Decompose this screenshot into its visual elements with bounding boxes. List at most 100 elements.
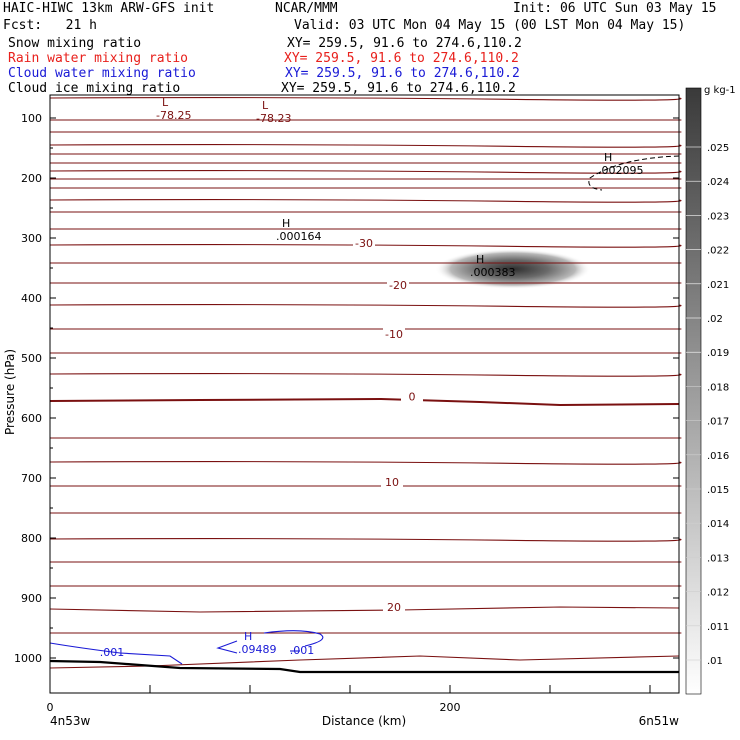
colorbar-tick-label: .02 xyxy=(707,314,723,325)
label-bg xyxy=(401,389,423,403)
label-bg xyxy=(383,600,405,613)
extremum-value: .002095 xyxy=(598,164,644,177)
colorbar-tick-label: .018 xyxy=(707,382,729,393)
isotherm-line xyxy=(49,373,682,377)
isotherm-label: -20 xyxy=(389,279,407,292)
shading-layer xyxy=(435,249,591,289)
colorbar-tick-label: .015 xyxy=(707,485,729,496)
distance-axis: 0 200 xyxy=(47,685,651,714)
isotherm-line xyxy=(49,199,682,203)
terrain xyxy=(49,659,679,674)
isotherm-line xyxy=(49,397,680,407)
extrema-labels: L-78.25L-78.23H.002095H.000164H.000383H.… xyxy=(156,96,644,656)
colorbar-tick-label: .013 xyxy=(707,553,729,564)
isotherm-line xyxy=(49,170,682,174)
x-axis-title: Distance (km) xyxy=(322,714,406,728)
cloud-ice-contour xyxy=(588,155,680,191)
contour-labels: -30 -20 -10 0 10 20 .001 .001 xyxy=(100,235,423,659)
terrain-line xyxy=(49,659,679,674)
colorbar-tick-label: .014 xyxy=(707,519,729,530)
extremum-letter: L xyxy=(162,96,169,109)
extremum-letter: H xyxy=(244,630,252,643)
cloud-water-label: .001 xyxy=(290,644,315,657)
label-bg xyxy=(383,327,405,340)
isotherm-line xyxy=(49,538,682,542)
isotherm-line xyxy=(49,244,682,248)
init-label: Init: 06 UTC Sun 03 May 15 xyxy=(513,1,717,16)
x-start-label: 4n53w xyxy=(50,714,91,728)
colorbar-unit: g kg-1 xyxy=(704,85,736,96)
isotherm-line xyxy=(49,304,682,308)
isotherm-label: 10 xyxy=(385,476,399,489)
colorbar-tick-label: .019 xyxy=(707,348,729,359)
x-tick-label: 0 xyxy=(47,701,54,714)
cloud-water-label: .001 xyxy=(100,646,125,659)
isotherm-label: -10 xyxy=(385,328,403,341)
isotherm-line xyxy=(49,144,682,148)
field-label-cloud-ice: Cloud ice mixing ratio xyxy=(8,81,181,96)
center-label: NCAR/MMM xyxy=(275,1,338,16)
colorbar-tick-label: .012 xyxy=(707,588,729,599)
cloud-water-contour xyxy=(263,630,324,647)
field-label-rain: Rain water mixing ratio xyxy=(8,51,189,66)
colorbar-ticks: .01 .011 .012 .013 .014 .015 .016 .017 .018 .019.… xyxy=(686,143,729,667)
isotherm-label: 0 xyxy=(409,390,416,403)
field-xy-cloud-ice: XY= 259.5, 91.6 to 274.6,110.2 xyxy=(281,81,516,96)
valid-label: Valid: 03 UTC Mon 04 May 15 (00 LST Mon … xyxy=(294,18,686,33)
extremum-letter: H xyxy=(476,253,484,266)
label-bg xyxy=(353,235,375,249)
y-tick-label: 700 xyxy=(21,472,42,485)
colorbar-tick-label: .016 xyxy=(707,451,729,462)
y-tick-label: 800 xyxy=(21,532,42,545)
y-tick-label: 400 xyxy=(21,292,42,305)
extremum-value: .09489 xyxy=(238,643,277,656)
isotherms xyxy=(49,97,682,669)
colorbar-bar xyxy=(685,87,702,695)
extremum-value: .000164 xyxy=(276,230,322,243)
cloud-water-contour xyxy=(49,642,183,665)
y-tick-label: 200 xyxy=(21,172,42,185)
isotherm-line xyxy=(49,461,682,465)
isotherm-label: -30 xyxy=(355,237,373,250)
cloud-water-contour xyxy=(216,640,238,654)
colorbar-tick-label: .011 xyxy=(707,622,729,633)
field-label-snow: Snow mixing ratio xyxy=(8,36,142,51)
isotherm-line xyxy=(49,97,682,101)
colorbar-tick-label: .01 xyxy=(707,656,723,667)
colorbar-tick-label: .025 xyxy=(707,143,729,154)
y-tick-label: 900 xyxy=(21,592,42,605)
y-tick-label: 600 xyxy=(21,412,42,425)
colorbar-tick-label: .017 xyxy=(707,417,729,428)
cloud-ice-shaded-max xyxy=(435,249,591,289)
plot-frame xyxy=(49,94,680,694)
field-xy-cloud-water: XY= 259.5, 91.6 to 274.6,110.2 xyxy=(285,66,520,81)
y-tick-label: 300 xyxy=(21,232,42,245)
isotherm-line xyxy=(49,655,680,669)
field-label-cloud-water: Cloud water mixing ratio xyxy=(8,66,196,81)
extremum-letter: L xyxy=(262,99,269,112)
isotherm-label: 20 xyxy=(387,601,401,614)
label-bg xyxy=(381,475,403,489)
model-title: HAIC-HIWC 13km ARW-GFS init xyxy=(3,1,215,16)
extremum-letter: H xyxy=(282,217,290,230)
y-tick-label: 100 xyxy=(21,112,42,125)
field-xy-snow: XY= 259.5, 91.6 to 274.6,110.2 xyxy=(287,36,522,51)
fcst-label: Fcst: 21 h xyxy=(3,18,97,33)
isotherm-line xyxy=(49,606,680,613)
colorbar: g kg-1 .01.011.012.013.014.015.016.017.0… xyxy=(685,85,736,695)
label-bg xyxy=(387,277,409,291)
y-tick-label: 500 xyxy=(21,352,42,365)
y-tick-label: 1000 xyxy=(14,652,42,665)
extremum-value: .000383 xyxy=(470,266,516,279)
extremum-letter: H xyxy=(604,151,612,164)
colorbar-tick-label: .022 xyxy=(707,246,729,257)
cloud-water-contours xyxy=(49,155,680,665)
x-tick-label: 200 xyxy=(440,701,461,714)
colorbar-tick-label: .023 xyxy=(707,211,729,222)
x-end-label: 6n51w xyxy=(639,714,680,728)
colorbar-tick-label: .024 xyxy=(707,177,729,188)
extremum-value: -78.23 xyxy=(256,112,291,125)
colorbar-tick-label: .021 xyxy=(707,280,729,291)
